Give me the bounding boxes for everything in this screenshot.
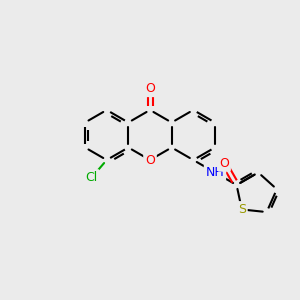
Text: NH: NH [206, 166, 224, 179]
Text: O: O [145, 154, 155, 166]
Text: O: O [219, 157, 229, 170]
Text: S: S [238, 203, 246, 216]
Text: O: O [145, 82, 155, 95]
Text: Cl: Cl [85, 171, 98, 184]
